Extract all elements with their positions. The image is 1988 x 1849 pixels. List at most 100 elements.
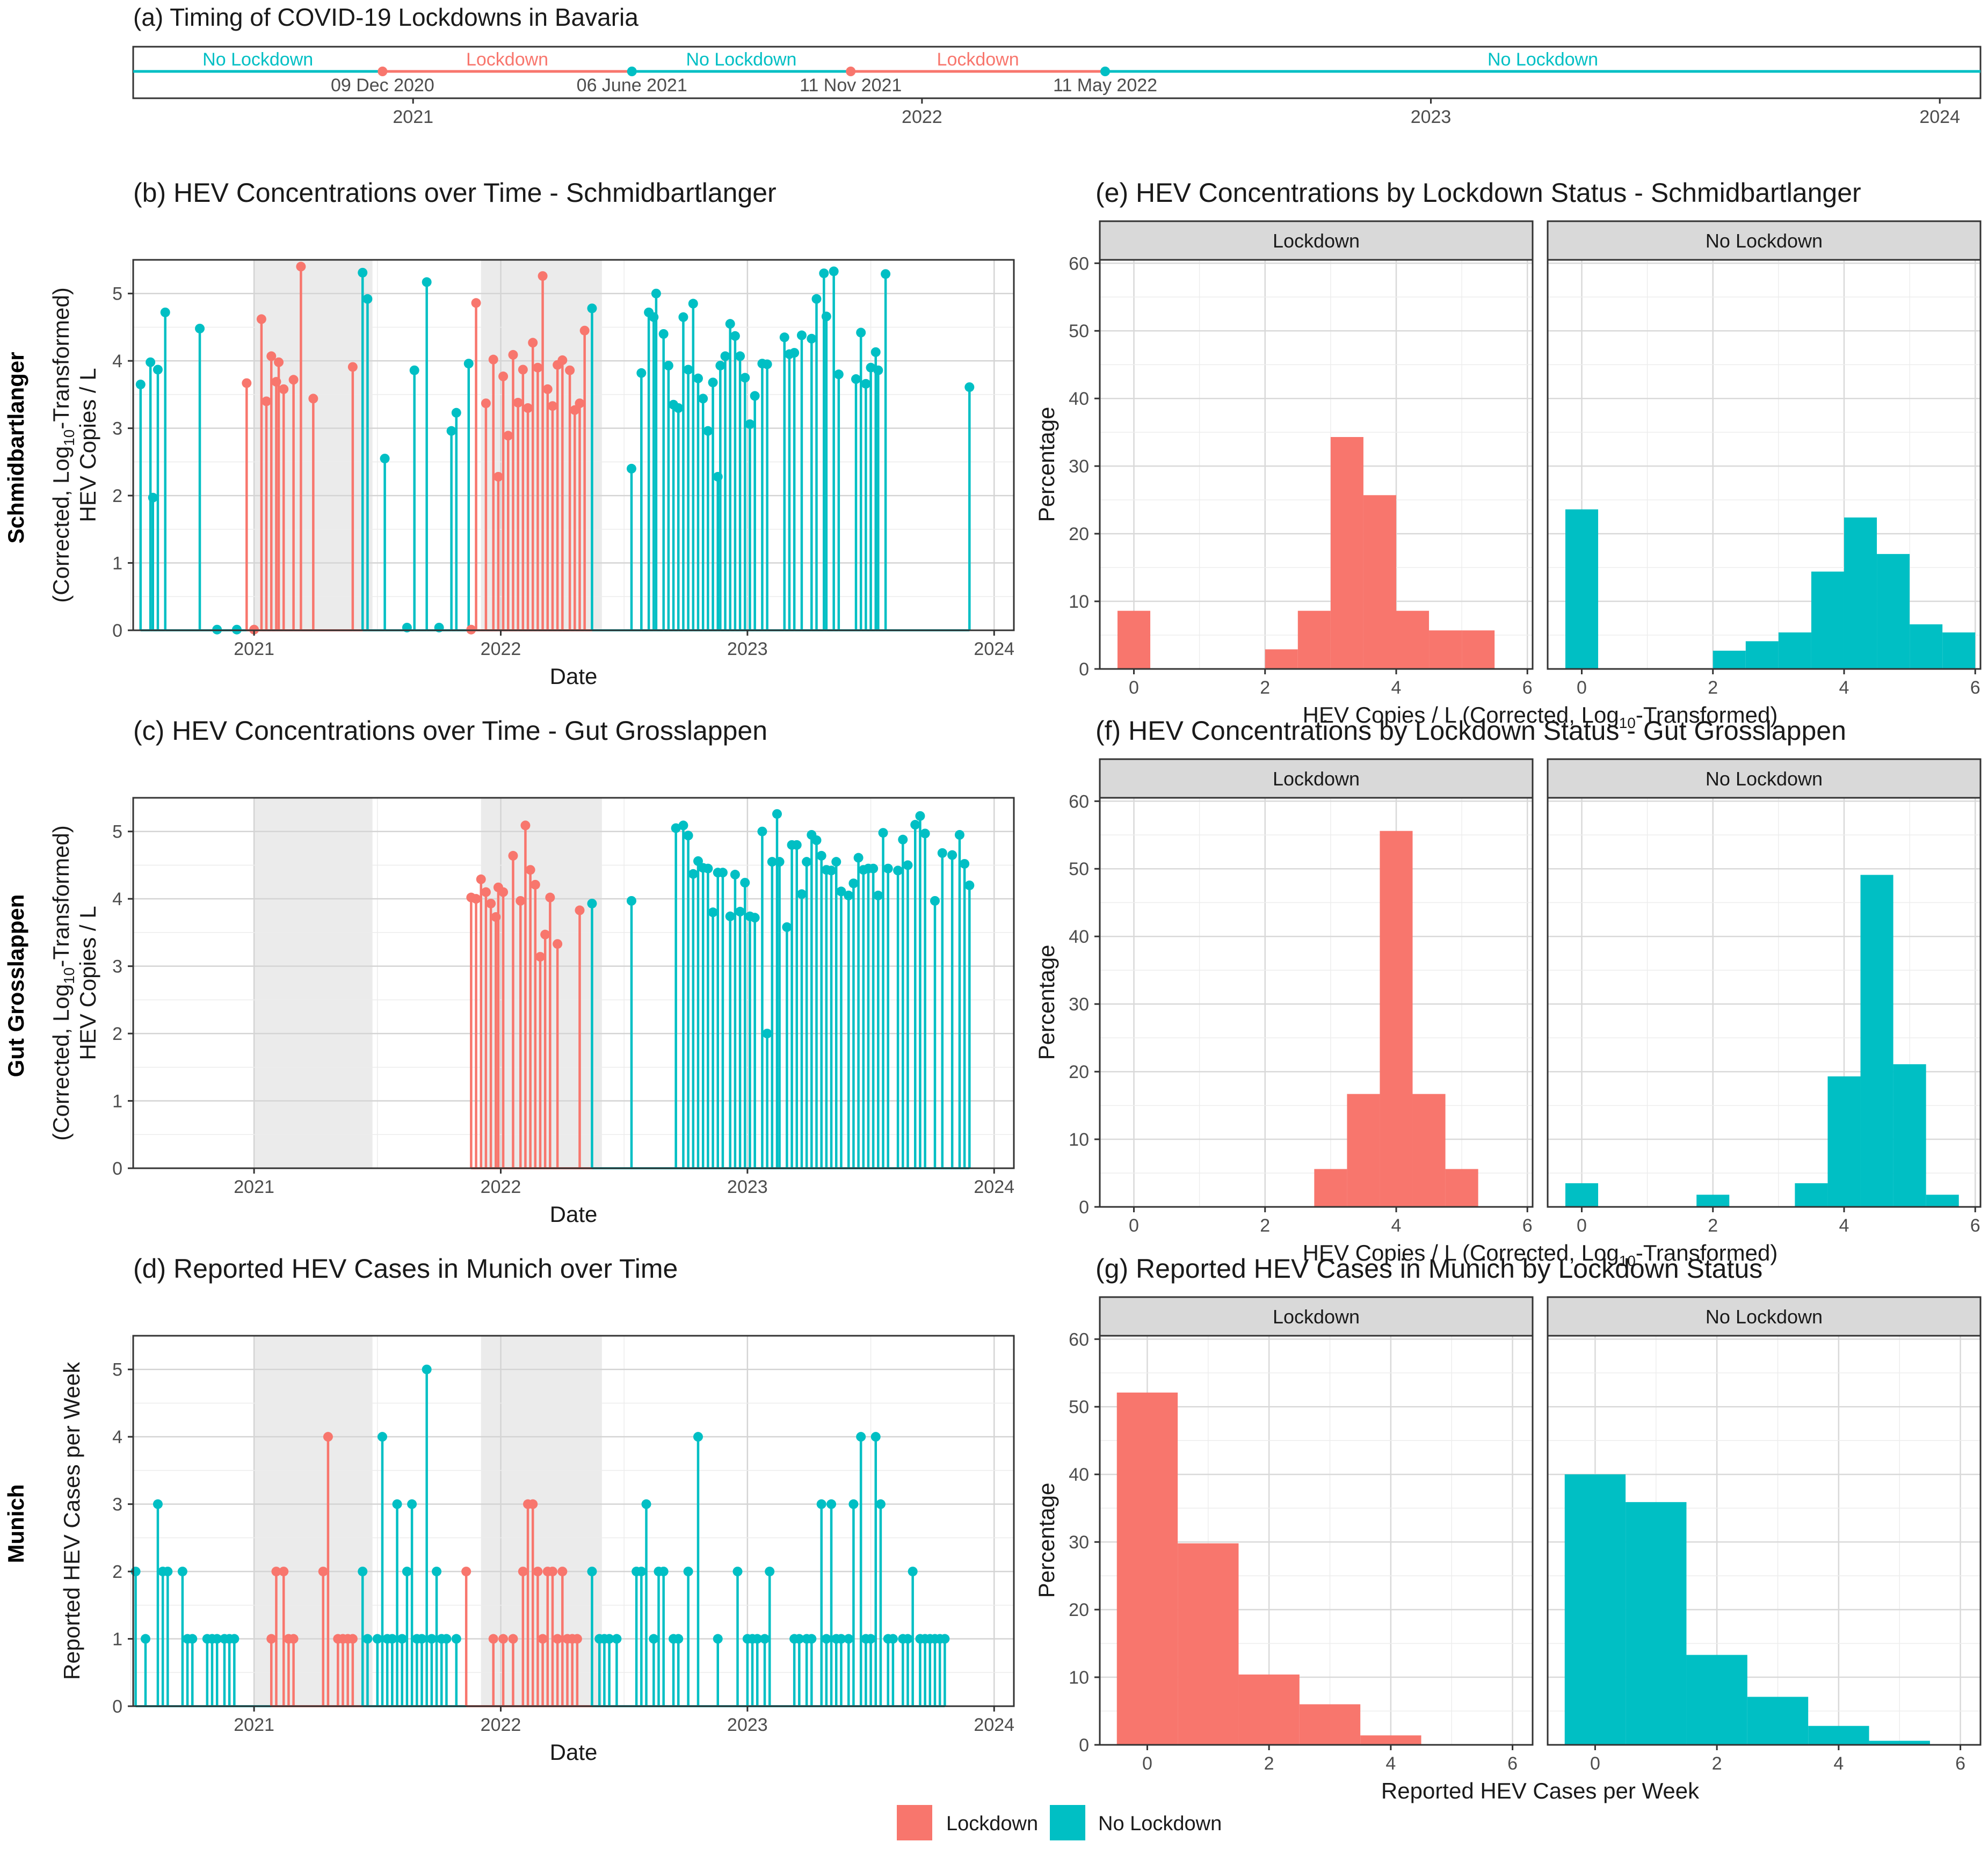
data-point — [740, 878, 750, 888]
x-tick-label: 2 — [1708, 1215, 1718, 1236]
data-point — [153, 1499, 163, 1509]
histogram-bar — [1429, 630, 1462, 669]
y-tick-label: 4 — [112, 1427, 122, 1447]
data-point — [658, 329, 669, 339]
timeline-tick-label: 2024 — [1919, 107, 1960, 127]
data-point — [683, 831, 693, 841]
data-point — [875, 1499, 886, 1509]
x-tick-label: 4 — [1391, 678, 1402, 698]
data-point — [387, 1634, 397, 1644]
histogram-bar — [1360, 1735, 1421, 1745]
data-point — [528, 338, 538, 348]
x-tick-label: 2 — [1260, 678, 1270, 698]
y-tick-label: 20 — [1069, 1062, 1089, 1082]
x-tick-label: 2022 — [481, 1715, 521, 1735]
data-point — [409, 365, 419, 375]
x-tick-label: 2022 — [481, 639, 521, 659]
data-point — [362, 294, 373, 304]
data-point — [422, 1364, 432, 1374]
data-point — [673, 1634, 684, 1644]
data-point — [893, 865, 903, 876]
data-point — [836, 886, 846, 897]
data-point — [347, 1634, 358, 1644]
data-point — [266, 351, 277, 361]
timeline-event-label: 11 Nov 2021 — [800, 75, 902, 96]
facet-strip-label: No Lockdown — [1706, 230, 1823, 252]
timeline-tick-label: 2021 — [393, 107, 433, 127]
x-tick-label: 6 — [1522, 678, 1533, 698]
data-point — [678, 820, 688, 831]
histogram-bar — [1564, 1474, 1626, 1745]
x-axis-title: Reported HEV Cases per Week — [1381, 1778, 1700, 1803]
histogram-bar — [1860, 875, 1893, 1207]
data-point — [392, 1499, 402, 1509]
data-point — [693, 373, 703, 383]
data-point — [750, 913, 760, 923]
x-tick-label: 4 — [1833, 1753, 1844, 1774]
data-point — [715, 360, 725, 370]
data-point — [575, 905, 585, 915]
data-point — [488, 1634, 498, 1644]
data-point — [915, 811, 925, 821]
timeline-layer: No Lockdown Lockdown No Lockdown Lockdown No… — [133, 49, 1980, 127]
data-point — [426, 1634, 437, 1644]
data-point — [960, 858, 970, 869]
data-point — [954, 830, 964, 840]
data-point — [397, 1634, 407, 1644]
data-point — [779, 332, 789, 343]
y-axis-title-line1: HEV Copies / L — [75, 368, 100, 522]
data-point — [725, 911, 735, 921]
data-point — [525, 865, 535, 875]
x-axis-title: Date — [550, 664, 598, 689]
data-point — [836, 1634, 846, 1644]
data-point — [446, 426, 456, 436]
data-point — [688, 299, 698, 309]
data-point — [641, 1499, 651, 1509]
data-point — [888, 1634, 898, 1644]
data-point — [318, 1567, 328, 1577]
legend-label-no-lockdown: No Lockdown — [1098, 1812, 1222, 1835]
data-point — [288, 1634, 299, 1644]
y-tick-label: 1 — [112, 1629, 122, 1650]
x-axis-title: HEV Copies / L (Corrected, Log10-Transfo… — [1303, 1240, 1778, 1269]
y-tick-label: 0 — [112, 1697, 122, 1717]
data-point — [816, 850, 826, 861]
panel-d-title: (d) Reported HEV Cases in Munich over Ti… — [133, 1254, 678, 1284]
facet-strip-label: Lockdown — [1273, 768, 1360, 790]
facet-strip-label: Lockdown — [1273, 230, 1360, 252]
data-point — [782, 922, 792, 932]
y-axis-title-line2: (Corrected, Log10-Transformed) — [48, 825, 77, 1140]
x-axis-title-subscript: 10 — [1619, 715, 1636, 731]
data-point — [762, 1029, 772, 1039]
y-tick-label: 0 — [112, 1159, 122, 1179]
panel-b-timeseries: (b) HEV Concentrations over Time - Schmi… — [3, 178, 1015, 689]
y-tick-label: 10 — [1069, 1130, 1089, 1150]
data-point — [451, 1634, 461, 1644]
data-point — [853, 853, 864, 863]
histogram-bar — [1363, 495, 1396, 669]
histogram-bar — [1396, 610, 1430, 669]
data-point — [553, 939, 563, 949]
timeline-event-dot — [627, 67, 637, 76]
y-tick-label: 1 — [112, 1091, 122, 1112]
x-tick-label: 2 — [1264, 1753, 1274, 1774]
timeline-tick-label: 2022 — [902, 107, 942, 127]
y-tick-label: 3 — [112, 1495, 122, 1515]
x-tick-label: 2024 — [974, 1715, 1014, 1735]
data-point — [538, 1634, 548, 1644]
facet-border — [1547, 259, 1982, 670]
data-point — [279, 1567, 289, 1577]
y-tick-label: 40 — [1069, 1465, 1089, 1485]
y-tick-label: 0 — [112, 621, 122, 641]
legend-label-lockdown: Lockdown — [946, 1812, 1038, 1835]
data-point — [688, 869, 698, 879]
data-point — [372, 1634, 382, 1644]
y-tick-label: 2 — [112, 1024, 122, 1044]
histogram-bar — [1297, 610, 1331, 669]
histogram-bar — [1380, 831, 1413, 1207]
x-tick-label: 4 — [1839, 1215, 1849, 1236]
histogram-bar — [1330, 436, 1363, 669]
data-point — [930, 896, 940, 906]
